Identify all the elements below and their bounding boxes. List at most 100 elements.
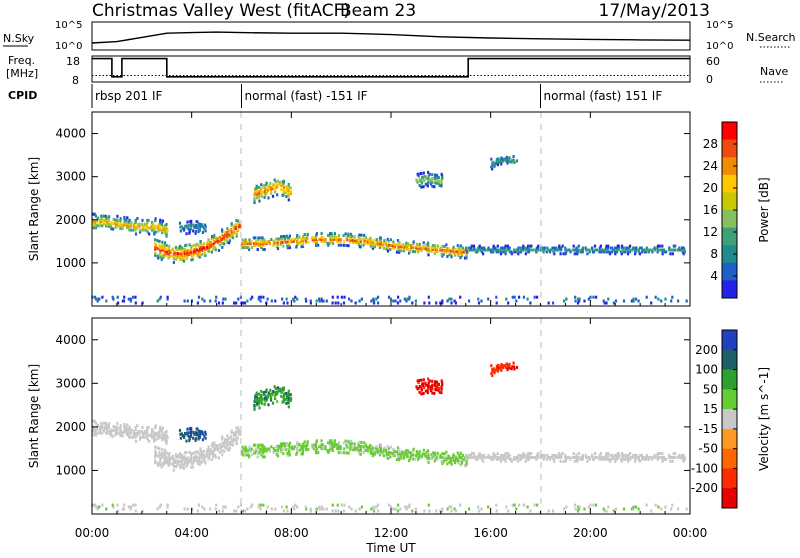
power-cell <box>328 241 331 245</box>
power-cell <box>533 295 536 299</box>
velocity-cell <box>657 505 660 509</box>
power-cell <box>364 241 367 245</box>
velocity-cell <box>362 451 365 454</box>
power-cell <box>367 242 370 246</box>
power-cell <box>552 250 555 254</box>
power-cell <box>311 236 314 240</box>
power-cell <box>198 228 201 232</box>
power-cell <box>172 251 176 255</box>
power-cell <box>153 232 156 236</box>
velocity-cell <box>639 453 642 457</box>
power-cell <box>195 226 198 229</box>
velocity-cell <box>96 431 99 435</box>
velocity-cell <box>536 503 539 507</box>
power-cell <box>280 188 283 191</box>
velocity-cell <box>372 448 375 452</box>
velocity-cell <box>242 509 245 513</box>
velocity-cell <box>416 379 419 383</box>
velocity-cell <box>470 452 473 455</box>
power-cell <box>156 239 159 243</box>
velocity-cell <box>558 452 561 455</box>
power-cell <box>423 179 426 183</box>
velocity-cell <box>273 395 277 398</box>
power-cell <box>432 244 435 247</box>
velocity-cell <box>243 509 247 513</box>
power-cell <box>172 253 175 257</box>
velocity-cell <box>167 454 170 458</box>
power-cell <box>217 249 220 252</box>
velocity-cell <box>472 455 475 459</box>
power-cell <box>614 246 617 250</box>
power-cell <box>176 248 179 252</box>
power-cell <box>331 301 334 305</box>
power-cell <box>362 237 365 241</box>
power-cell <box>306 236 309 240</box>
velocity-cell <box>174 453 177 457</box>
velocity-cell <box>116 431 119 435</box>
velocity-cell <box>423 509 426 513</box>
power-cell <box>141 218 144 222</box>
velocity-cell <box>334 509 337 513</box>
velocity-cell <box>306 444 309 448</box>
power-cell <box>427 176 430 180</box>
power-cell <box>286 236 289 240</box>
power-cell <box>205 245 208 249</box>
velocity-cell <box>280 394 283 398</box>
velocity-cell <box>683 457 686 461</box>
power-cell <box>283 187 286 191</box>
power-cell <box>263 238 266 242</box>
power-cell <box>165 226 168 230</box>
power-cell <box>194 243 197 247</box>
power-cbar-tick-label-2: 20 <box>703 181 718 195</box>
power-cell <box>452 251 455 255</box>
velocity-cell <box>280 448 283 452</box>
velocity-cell <box>128 435 131 439</box>
power-cell <box>427 253 430 257</box>
power-cell <box>459 250 462 254</box>
velocity-cell <box>320 439 323 443</box>
power-cell <box>309 299 312 303</box>
velocity-cell <box>276 400 279 404</box>
velocity-cbar-label: Velocity [m s^-1] <box>757 367 771 471</box>
power-cell <box>425 243 428 247</box>
power-cell <box>382 246 385 250</box>
velocity-cell <box>187 460 190 464</box>
velocity-cell <box>248 445 251 449</box>
velocity-cell <box>204 455 207 459</box>
velocity-cell <box>409 457 412 461</box>
power-cell <box>418 178 421 182</box>
velocity-cell <box>435 455 439 459</box>
power-cell <box>265 240 268 244</box>
velocity-cell <box>295 443 299 447</box>
velocity-cell <box>330 439 333 443</box>
power-cell <box>127 297 130 301</box>
power-cell <box>620 246 623 250</box>
velocity-cell <box>169 462 172 466</box>
velocity-cell <box>343 447 346 451</box>
velocity-cell <box>128 425 131 429</box>
velocity-cell <box>179 460 182 463</box>
velocity-cell <box>132 433 135 437</box>
velocity-cell <box>574 507 577 511</box>
power-cell <box>433 244 437 248</box>
noise-left-label: N.Sky <box>3 32 35 45</box>
power-cell <box>637 299 640 303</box>
power-cell <box>472 248 475 252</box>
power-cell <box>196 226 199 230</box>
velocity-cell <box>637 455 640 459</box>
power-cell <box>558 248 561 252</box>
power-cell <box>511 158 514 162</box>
velocity-y-tick-label-3: 1000 <box>55 463 86 477</box>
velocity-cell <box>512 361 515 365</box>
power-cell <box>429 180 432 184</box>
power-cell <box>281 237 284 240</box>
velocity-cell <box>197 503 201 507</box>
power-cell <box>424 247 427 251</box>
velocity-cell <box>459 459 462 463</box>
power-cell <box>294 295 297 299</box>
velocity-cell <box>267 391 270 395</box>
velocity-cell <box>196 509 199 513</box>
power-cell <box>296 233 299 237</box>
power-cell <box>492 160 495 164</box>
power-cell <box>221 242 224 245</box>
